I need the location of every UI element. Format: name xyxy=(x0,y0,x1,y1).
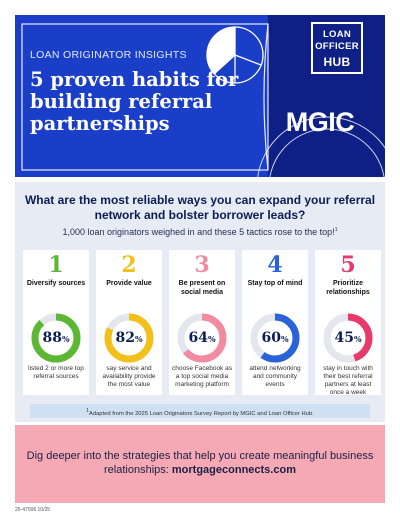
habit-label: Provide value xyxy=(106,280,152,287)
habit-number: 3 xyxy=(194,252,210,278)
habit-percent-ring: 45% xyxy=(322,312,374,364)
percent-number: 45 xyxy=(334,330,354,346)
header-logo-panel xyxy=(268,15,385,177)
cta-text-block: Dig deeper into the strategies that help… xyxy=(25,449,375,477)
percent-number: 88 xyxy=(42,330,62,346)
loan-officer-hub-logo: LOAN OFFICER HUB xyxy=(311,22,363,74)
ring-fill-arc xyxy=(323,313,373,363)
percent-symbol: % xyxy=(280,334,289,344)
percent-number: 64 xyxy=(188,330,208,346)
percent-number: 82 xyxy=(115,330,135,346)
ring-fill-arc xyxy=(104,313,154,363)
habit-description: say service and availability provide the… xyxy=(102,365,156,388)
percent-symbol: % xyxy=(134,334,143,344)
percent-symbol: % xyxy=(61,334,70,344)
habit-label: Prioritize relationships xyxy=(326,280,370,296)
habit-percent-value: 45% xyxy=(322,329,374,348)
habit-percent-value: 60% xyxy=(249,329,301,348)
habit-percent-value: 82% xyxy=(103,329,155,348)
header-banner: LOAN ORIGINATOR INSIGHTS 5 proven habits… xyxy=(15,15,385,177)
habit-description: listed 2 or more top referral sources xyxy=(28,365,84,380)
percent-number: 60 xyxy=(261,330,281,346)
footnote-text: Adapted from the 2025 Loan Originators S… xyxy=(88,410,314,417)
ring-fill-arc xyxy=(177,313,227,363)
percent-symbol: % xyxy=(207,334,216,344)
habit-number: 5 xyxy=(340,252,356,278)
habit-number: 4 xyxy=(267,252,283,278)
habit-card-2: 2 Provide value 82% say service and availab… xyxy=(96,250,162,395)
habit-description: stay in touch with their best referral p… xyxy=(323,365,373,396)
habit-card-3: 3 Be present on social media 64% choose Fac… xyxy=(169,250,235,395)
habit-percent-ring: 64% xyxy=(176,312,228,364)
intro-footnote-mark: 1 xyxy=(334,227,338,233)
habit-label: Be present on social media xyxy=(178,280,226,296)
hub-logo-line-1: LOAN xyxy=(322,29,352,40)
intro-question: What are the most reliable ways you can … xyxy=(24,193,376,222)
habit-number: 2 xyxy=(121,252,137,278)
habit-label: Diversify sources xyxy=(26,280,86,287)
habit-percent-value: 88% xyxy=(30,329,82,348)
habit-card-5: 5 Prioritize relationships 45% stay in touc… xyxy=(315,250,381,396)
intro-subtitle-text: 1,000 loan originators weighed in and th… xyxy=(62,227,335,237)
habit-description: choose Facebook as a top social media ma… xyxy=(172,365,232,388)
footnote: 1Adapted from the 2025 Loan Originators … xyxy=(30,404,370,418)
ring-fill-arc xyxy=(250,313,300,363)
mgic-logo: MGIC xyxy=(285,107,355,137)
header-decorative-lines xyxy=(21,23,385,177)
eyebrow-text: LOAN ORIGINATOR INSIGHTS xyxy=(30,49,187,61)
habit-card-4: 4 Stay top of mind 60% attend networking an… xyxy=(242,250,308,395)
habit-percent-ring: 60% xyxy=(249,312,301,364)
cta-link[interactable]: mortgageconnects.com xyxy=(171,464,296,476)
document-code: 25-47006 10/25 xyxy=(15,507,51,513)
intro-subtitle: 1,000 loan originators weighed in and th… xyxy=(15,227,385,237)
page-title: 5 proven habits for building referral pa… xyxy=(30,68,239,135)
ring-fill-arc xyxy=(31,313,81,363)
habit-percent-value: 64% xyxy=(176,329,228,348)
habit-description: attend networking and community events xyxy=(249,365,301,388)
footnote-mark: 1 xyxy=(86,408,89,414)
cta-text: Dig deeper into the strategies that help… xyxy=(26,450,374,476)
hub-logo-line-3: HUB xyxy=(323,55,351,69)
habit-percent-ring: 88% xyxy=(30,312,82,364)
cta-band xyxy=(15,425,385,503)
habit-label: Stay top of mind xyxy=(247,280,303,287)
habit-card-1: 1 Diversify sources 88% listed 2 or more to… xyxy=(23,250,89,395)
habit-percent-ring: 82% xyxy=(103,312,155,364)
habit-number: 1 xyxy=(48,252,64,278)
hub-logo-line-2: OFFICER xyxy=(315,41,359,52)
percent-symbol: % xyxy=(353,334,362,344)
